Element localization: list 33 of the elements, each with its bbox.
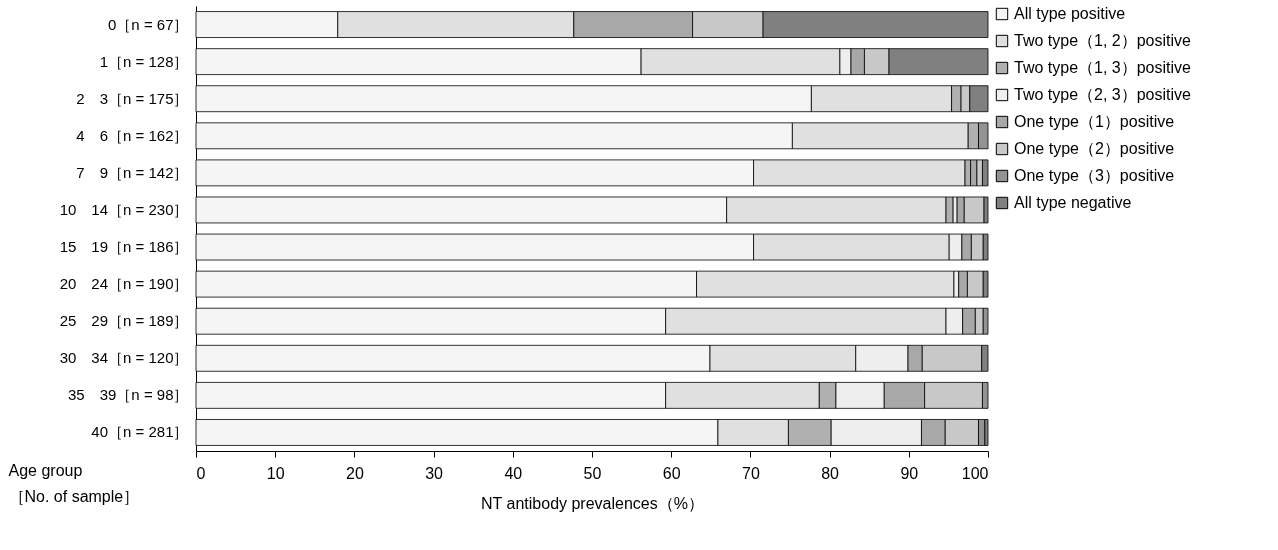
x-axis-title: NT antibody prevalences（%） xyxy=(481,494,704,512)
y-axis-title: Age group ［No. of sample］ xyxy=(8,461,140,505)
legend-label: Two type（2, 3）positive xyxy=(1014,86,1192,103)
legend-label: All type negative xyxy=(1014,194,1132,211)
x-tick-label: 0 xyxy=(196,464,206,482)
x-tick-label: 90 xyxy=(900,464,919,482)
legend-label: Two type（1, 2）positive xyxy=(1014,32,1192,49)
y-tick-label: 40［n = 281］ xyxy=(91,423,189,441)
legend-label: Two type（1, 3）positive xyxy=(1014,59,1192,76)
y-tick-label: 15 19［n = 186］ xyxy=(59,238,189,256)
y-tick-label: 30 34［n = 120］ xyxy=(59,349,189,367)
y-tick-label: 1［n = 128］ xyxy=(99,52,189,70)
x-tick-label: 70 xyxy=(742,464,760,482)
y-tick-label: 0［n = 67］ xyxy=(108,15,189,33)
x-tick-label: 80 xyxy=(821,464,840,482)
y-tick-label: 4 6［n = 162］ xyxy=(76,126,189,144)
x-tick-label: 60 xyxy=(662,464,681,482)
y-tick-label: 25 29［n = 189］ xyxy=(59,312,189,330)
x-tick-label: 10 xyxy=(266,464,285,482)
legend-label: One type（1）positive xyxy=(1014,113,1175,130)
y-tick-label: 20 24［n = 190］ xyxy=(59,275,189,293)
y-tick-label: 2 3［n = 175］ xyxy=(76,89,189,107)
x-tick-label: 20 xyxy=(346,464,364,482)
x-tick-label: 100 xyxy=(961,464,989,482)
x-tick-label: 40 xyxy=(504,464,523,482)
legend-label: One type（2）positive xyxy=(1014,140,1175,157)
legend-label: All type positive xyxy=(1014,5,1126,22)
y-tick-label: 35 39［n = 98］ xyxy=(68,386,189,404)
x-tick-label: 30 xyxy=(425,464,444,482)
x-tick-label: 50 xyxy=(583,464,602,482)
y-tick-label: 7 9［n = 142］ xyxy=(76,163,189,181)
y-tick-label: 10 14［n = 230］ xyxy=(59,200,189,218)
legend-label: One type（3）positive xyxy=(1014,167,1175,184)
